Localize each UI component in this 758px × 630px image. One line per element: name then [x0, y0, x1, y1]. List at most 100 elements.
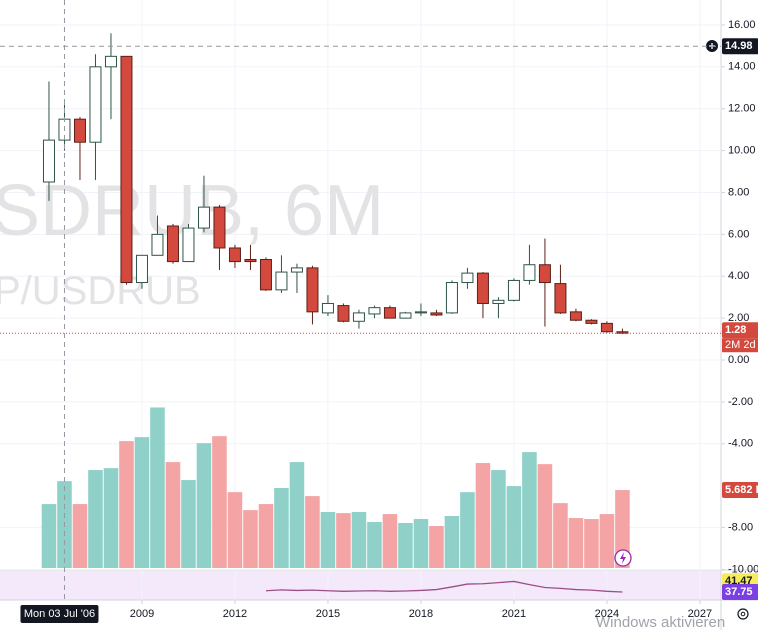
candle-body	[352, 312, 365, 322]
candle-body	[507, 279, 520, 301]
volume-bar	[460, 492, 475, 568]
volume-bar	[367, 522, 382, 568]
x-tick-label: 2021	[502, 608, 526, 620]
x-tick-label: 2018	[409, 608, 433, 620]
volume-bar	[553, 503, 568, 568]
y-tick-label: 14.00	[728, 61, 756, 73]
settings-button[interactable]	[737, 608, 749, 620]
volume-bar	[429, 526, 444, 568]
volume-bar	[41, 504, 57, 568]
x-tick-label: 2009	[130, 608, 154, 620]
volume-bar	[584, 519, 599, 568]
candle-body	[42, 139, 55, 183]
candle-body	[197, 206, 210, 229]
volume-bar	[181, 480, 196, 568]
volume-value: 5.682 B	[725, 484, 758, 496]
volume-bar	[243, 510, 258, 568]
candle-body	[476, 272, 489, 304]
volume-bar	[413, 519, 429, 568]
candle-body	[182, 227, 195, 263]
candle-body	[538, 264, 551, 284]
y-tick-label: -2.00	[728, 396, 753, 408]
candle-body	[166, 225, 179, 263]
candle-body	[585, 319, 598, 324]
volume-bar	[119, 441, 134, 568]
candle-body	[228, 247, 241, 263]
candle-body	[104, 55, 117, 68]
candle-body	[368, 307, 381, 315]
candle-body	[523, 264, 536, 281]
candle-body	[151, 233, 164, 256]
candle-body	[492, 299, 505, 304]
x-tick-label: 2015	[316, 608, 340, 620]
volume-bar	[72, 504, 88, 568]
volume-bar	[537, 464, 553, 568]
indicator-pane	[0, 571, 721, 600]
candle-body	[616, 331, 629, 334]
candle-body	[430, 312, 443, 316]
volume-bar	[491, 470, 506, 568]
candle-body	[135, 254, 148, 284]
volume-bar	[289, 462, 305, 568]
candle-body	[321, 302, 334, 314]
candle-body	[461, 272, 474, 284]
volume-bar	[615, 490, 630, 568]
candle-body	[600, 322, 613, 333]
volume-bar	[382, 514, 398, 568]
volume-bar	[103, 468, 119, 568]
y-tick-label: 6.00	[728, 228, 749, 240]
volume-bar	[165, 462, 181, 568]
volume-bar	[522, 452, 537, 568]
volume-bar	[305, 496, 320, 568]
windows-watermark: Windows aktivieren	[596, 614, 725, 630]
y-tick-label: 0.00	[728, 354, 749, 366]
x-tick-label: 2027	[688, 608, 712, 620]
volume-value-box	[722, 482, 758, 499]
y-tick-label: 2.00	[728, 312, 749, 324]
indicator-value-box	[722, 584, 758, 601]
volume-bar	[196, 443, 212, 568]
y-tick-label: -10.00	[728, 563, 758, 575]
indicator-line	[265, 580, 623, 593]
y-tick-label: 8.00	[728, 186, 749, 198]
volume-bar	[568, 518, 584, 568]
candle-body	[89, 66, 102, 143]
volume-bar	[274, 488, 289, 568]
volume-bar	[444, 516, 460, 568]
volume-bar	[212, 436, 227, 568]
y-tick-label: 10.00	[728, 144, 756, 156]
volume-bar	[227, 492, 243, 568]
x-tick-label: 2024	[595, 608, 619, 620]
volume-bar	[475, 463, 491, 568]
candle-body	[306, 267, 319, 313]
crosshair-date: Mon 03 Jul '06	[24, 608, 95, 620]
grid	[0, 0, 721, 600]
candle-body	[290, 267, 303, 273]
volume-bar	[506, 486, 522, 568]
watermark-subtitle: P/USDRUB	[0, 269, 201, 313]
crosshair-price: 14.98	[725, 40, 753, 52]
volume-bar	[320, 512, 336, 568]
candle-body	[275, 271, 288, 291]
settings-icon	[740, 611, 746, 617]
y-tick-label: 12.00	[728, 103, 756, 115]
candle-body	[445, 282, 458, 314]
candle-body	[554, 283, 567, 314]
volume-bar	[351, 512, 367, 568]
candle-body	[414, 311, 427, 314]
candle-body	[244, 258, 257, 263]
countdown-box	[722, 338, 758, 353]
candle-body	[73, 118, 86, 143]
crosshair-price-box	[722, 38, 758, 55]
volume-bar	[258, 504, 274, 568]
candle-body	[399, 312, 412, 319]
candle-body	[120, 55, 133, 284]
countdown: 2M 2d	[725, 339, 756, 351]
volume-bar	[599, 514, 615, 568]
plot	[41, 33, 630, 568]
y-tick-label: 16.00	[728, 19, 756, 31]
last-price: 1.28	[725, 324, 746, 336]
y-tick-label: -4.00	[728, 438, 753, 450]
volume-bar	[150, 407, 165, 568]
